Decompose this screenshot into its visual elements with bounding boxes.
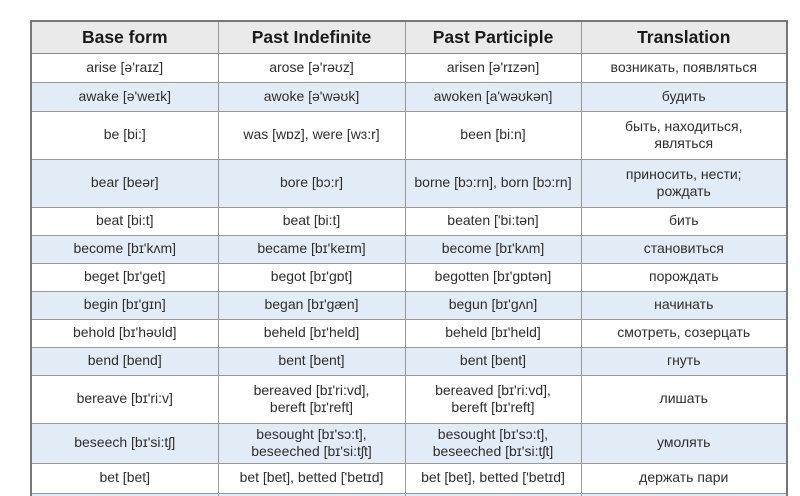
past-participle-cell: arisen [ə'rɪzən] <box>404 52 582 83</box>
translation-cell: смотреть, созерцать <box>580 318 788 348</box>
translation-cell: начинать <box>580 290 788 320</box>
translation-cell: возникать, появляться <box>580 52 788 83</box>
table-row: bend [bend] bent [bent] bent [bent] гнуть <box>30 346 788 376</box>
base-form-cell: awake [ə'weɪk] <box>30 81 219 112</box>
base-form-cell: bet [bet] <box>30 462 219 494</box>
translation-cell: приносить, нести; рождать <box>580 158 788 208</box>
past-indefinite-cell: beat [bi:t] <box>217 206 406 236</box>
past-participle-cell: become [bɪ'kʌm] <box>404 234 582 264</box>
translation-cell: держать пари <box>580 462 788 494</box>
base-form-cell: bend [bend] <box>30 346 219 376</box>
table-row: begin [bɪ'gɪn] began [bɪ'gæn] begun [bɪ'gʌ… <box>30 290 788 320</box>
irregular-verbs-table: Base form Past Indefinite Past Participl… <box>30 20 788 496</box>
base-form-cell: bereave [bɪ'ri:v] <box>30 374 219 424</box>
base-form-cell: arise [ə'raɪz] <box>30 52 219 83</box>
past-participle-cell: begotten [bɪ'gɒtən] <box>404 262 582 292</box>
table-row: bear [beər] bore [bɔ:r] borne [bɔ:rn], bor… <box>30 158 788 208</box>
past-participle-cell: bereaved [bɪ'ri:vd], bereft [bɪ'reft] <box>404 374 582 424</box>
base-form-cell: beseech [bɪ'si:tʃ] <box>30 422 219 464</box>
past-indefinite-cell: bet [bet], betted ['betɪd] <box>217 462 406 494</box>
past-indefinite-cell: became [bɪ'keɪm] <box>217 234 406 264</box>
base-form-cell: bear [beər] <box>30 158 219 208</box>
past-participle-cell: been [bi:n] <box>404 110 582 160</box>
past-indefinite-cell: bore [bɔ:r] <box>217 158 406 208</box>
past-participle-cell: borne [bɔ:rn], born [bɔ:rn] <box>404 158 582 208</box>
past-indefinite-cell: bent [bent] <box>217 346 406 376</box>
empty-cell <box>580 492 788 496</box>
translation-cell: лишать <box>580 374 788 424</box>
base-form-cell: beget [bɪ'get] <box>30 262 219 292</box>
table-row: beseech [bɪ'si:tʃ] besought [bɪ'sɔ:t], be… <box>30 422 788 464</box>
past-indefinite-cell: was [wɒz], were [wɜ:r] <box>217 110 406 160</box>
base-form-cell: beat [bi:t] <box>30 206 219 236</box>
translation-cell: умолять <box>580 422 788 464</box>
past-indefinite-cell: arose [ə'rəʊz] <box>217 52 406 83</box>
base-form-cell: be [bi:] <box>30 110 219 160</box>
past-indefinite-cell: awoke [ə'wəʊk] <box>217 81 406 112</box>
past-participle-cell: begun [bɪ'gʌn] <box>404 290 582 320</box>
past-participle-cell: awoken [a'wəʊkən] <box>404 81 582 112</box>
past-indefinite-cell: besought [bɪ'sɔ:t], beseeched [bɪ'si:tʃt… <box>217 422 406 464</box>
table-row: bereave [bɪ'ri:v] bereaved [bɪ'ri:vd], be… <box>30 374 788 424</box>
translation-cell: гнуть <box>580 346 788 376</box>
header-row: Base form Past Indefinite Past Participl… <box>30 20 788 54</box>
verb-rows: arise [ə'raɪz] arose [ə'rəʊz] arisen [ə'rɪ… <box>30 52 788 496</box>
past-participle-cell: bet [bet], betted ['betɪd] <box>404 462 582 494</box>
table-row-partial <box>30 492 788 496</box>
translation-cell: бить <box>580 206 788 236</box>
table-row: awake [ə'weɪk] awoke [ə'wəʊk] awoken [a'wə… <box>30 81 788 112</box>
table-row: beat [bi:t] beat [bi:t] beaten ['bi:tən] би… <box>30 206 788 236</box>
table-row: beget [bɪ'get] begot [bɪ'gɒt] begotten [bɪ… <box>30 262 788 292</box>
past-participle-cell: bent [bent] <box>404 346 582 376</box>
past-indefinite-cell: begot [bɪ'gɒt] <box>217 262 406 292</box>
table-row: become [bɪ'kʌm] became [bɪ'keɪm] become [b… <box>30 234 788 264</box>
base-form-cell: behold [bɪ'həʊld] <box>30 318 219 348</box>
past-indefinite-cell: beheld [bɪ'held] <box>217 318 406 348</box>
past-indefinite-cell: bereaved [bɪ'ri:vd], bereft [bɪ'reft] <box>217 374 406 424</box>
past-participle-cell: beheld [bɪ'held] <box>404 318 582 348</box>
translation-cell: быть, находиться, являться <box>580 110 788 160</box>
table-row: arise [ə'raɪz] arose [ə'rəʊz] arisen [ə'rɪ… <box>30 52 788 83</box>
base-form-cell: become [bɪ'kʌm] <box>30 234 219 264</box>
table-row: bet [bet] bet [bet], betted ['betɪd] bet [… <box>30 462 788 494</box>
translation-cell: порождать <box>580 262 788 292</box>
table-row: behold [bɪ'həʊld] beheld [bɪ'held] beheld … <box>30 318 788 348</box>
table-row: be [bi:] was [wɒz], were [wɜ:r] been [bi:n… <box>30 110 788 160</box>
header-base-form: Base form <box>30 20 219 54</box>
translation-cell: будить <box>580 81 788 112</box>
past-participle-cell: beaten ['bi:tən] <box>404 206 582 236</box>
header-translation: Translation <box>580 20 788 54</box>
base-form-cell: begin [bɪ'gɪn] <box>30 290 219 320</box>
past-indefinite-cell: began [bɪ'gæn] <box>217 290 406 320</box>
past-participle-cell: besought [bɪ'sɔ:t], beseeched [bɪ'si:tʃt… <box>404 422 582 464</box>
translation-cell: становиться <box>580 234 788 264</box>
header-past-participle: Past Participle <box>404 20 582 54</box>
header-past-indefinite: Past Indefinite <box>217 20 406 54</box>
